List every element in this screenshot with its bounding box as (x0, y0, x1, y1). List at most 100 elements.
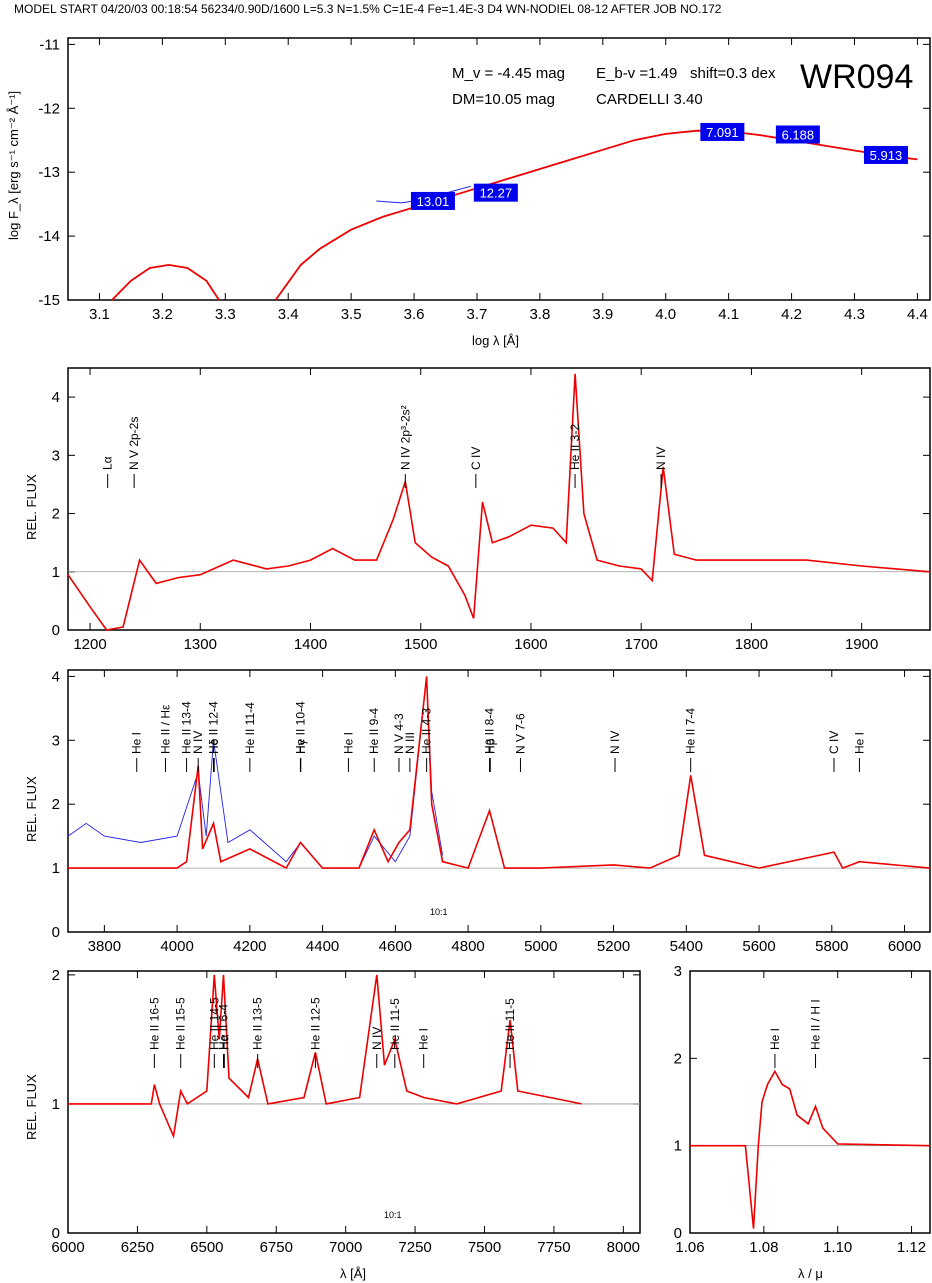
x-tick-label: 8000 (607, 1239, 640, 1256)
y-tick-label: 1 (52, 564, 60, 581)
sed-axis-ticks: 3.1 3.2 3.3 3.4 3.5 3.6 3.7 3.8 3.9 4.0 4.1 4.2 4.3 4… (38, 36, 930, 323)
line-id-label: He II 15-5 (174, 997, 188, 1050)
line-id-label: He II 12-4 (206, 701, 220, 754)
line-id-label: He II / H I (809, 999, 823, 1050)
x-tick-label: 7250 (398, 1239, 431, 1256)
sed-frame (67, 37, 931, 301)
y-tick-label: 1 (674, 1138, 682, 1155)
x-tick-label: 3.2 (152, 306, 173, 323)
y-tick-label: 2 (52, 506, 60, 523)
info-mv: M_v = -4.45 mag (452, 65, 565, 82)
uv-model-series (67, 373, 931, 631)
opt-model-series (68, 676, 931, 870)
ir-model-series (690, 1069, 931, 1229)
photometry-label: 6.188 (782, 127, 815, 142)
x-tick-label: 6500 (190, 1239, 223, 1256)
red-xlabel: λ [Å] (340, 1266, 366, 1281)
info-shift: shift=0.3 dex (690, 65, 776, 82)
info-dm: DM=10.05 mag (452, 91, 555, 108)
x-tick-label: 5600 (742, 938, 775, 955)
star-name: WR094 (800, 58, 913, 96)
x-tick-label: 3800 (88, 938, 121, 955)
uv-ylabel: REL. FLUX (24, 474, 39, 540)
x-tick-label: 1600 (514, 636, 547, 653)
y-tick-label: 2 (52, 796, 60, 813)
line-id-label: Hβ (483, 738, 497, 754)
x-tick-label: 7750 (537, 1239, 570, 1256)
sed-photometry: 13.01 12.27 7.091 6.188 5.913 (410, 122, 908, 210)
x-tick-label: 5400 (670, 938, 703, 955)
photometry-label: 5.913 (870, 148, 903, 163)
x-tick-label: 7500 (468, 1239, 501, 1256)
photometry-label: 7.091 (706, 125, 739, 140)
x-tick-label: 3.6 (404, 306, 425, 323)
x-tick-label: 4.1 (718, 306, 739, 323)
line-id-label: C IV (827, 731, 841, 754)
x-tick-label: 6750 (260, 1239, 293, 1256)
y-tick-label: 0 (52, 924, 60, 941)
sed-series (111, 263, 220, 301)
line-id-label: N V 2p-2s (127, 417, 141, 470)
run-header: MODEL START 04/20/03 00:18:54 56234/0.90… (14, 2, 722, 16)
x-tick-label: 5200 (597, 938, 630, 955)
red-curves (68, 974, 582, 1140)
red-axis-ticks: 6000 6250 6500 6750 7000 7250 7500 7750 8000 0 1 2 (51, 967, 640, 1256)
y-tick-label: 1 (52, 860, 60, 877)
x-tick-label: 1200 (73, 636, 106, 653)
line-id-label: N V 7-6 (513, 713, 527, 754)
x-tick-label: 6250 (121, 1239, 154, 1256)
y-tick-label: 1 (52, 1096, 60, 1113)
y-tick-label: 0 (52, 622, 60, 639)
x-tick-label: 4000 (160, 938, 193, 955)
x-tick-label: 3.9 (592, 306, 613, 323)
uv-curves (67, 373, 931, 631)
opt-inset-label: 10:1 (430, 907, 448, 917)
line-id-label: He II 11-5 (503, 998, 517, 1050)
opt-panel: REL. FLUX 10:1 3800 4000 4200 4400 4600 4800 5… (24, 668, 931, 955)
line-id-label: Hδ (207, 738, 221, 754)
line-id-label: N V 4-3 (392, 713, 406, 754)
x-tick-label: 7000 (329, 1239, 362, 1256)
x-tick-label: 1.06 (675, 1239, 704, 1256)
line-id-label: He II 6-4 (216, 1004, 230, 1050)
x-tick-label: 3.5 (341, 306, 362, 323)
line-id-label: Hγ (294, 739, 308, 754)
x-tick-label: 4600 (379, 938, 412, 955)
x-tick-label: 3.8 (529, 306, 550, 323)
x-tick-label: 4.4 (907, 306, 928, 323)
sed-curves (111, 129, 918, 301)
line-id-label: He II 16-5 (147, 997, 161, 1050)
opt-observed-series (67, 676, 444, 869)
red-line-ids: He II 16-5 He II 15-5 He II 14-5He II 6-4H… (147, 997, 517, 1068)
x-tick-label: 1900 (845, 636, 878, 653)
x-tick-label: 1300 (184, 636, 217, 653)
photometry-label: 13.01 (417, 194, 450, 209)
x-tick-label: 6000 (51, 1239, 84, 1256)
sed-xlabel: log λ [Å] (472, 333, 519, 348)
ir-line-ids: He I He II / H I (768, 999, 823, 1068)
x-tick-label: 5800 (815, 938, 848, 955)
line-id-label: He II 7-4 (684, 708, 698, 754)
sed-series (274, 129, 918, 301)
line-id-label: He I (341, 732, 355, 754)
x-tick-label: 1.12 (897, 1239, 926, 1256)
y-tick-label: 4 (52, 389, 60, 406)
line-id-label: N IV (370, 1027, 384, 1050)
line-id-label: He II 9-4 (367, 708, 381, 754)
line-id-label: Lα (101, 456, 115, 470)
photometry-box (410, 191, 455, 210)
x-tick-label: 1400 (294, 636, 327, 653)
line-id-label: He I (417, 1028, 431, 1050)
line-id-label: He II / Hε (158, 704, 172, 754)
line-id-label: N IV (191, 731, 205, 754)
line-id-label: C IV (469, 447, 483, 470)
ir-frame (689, 970, 931, 1234)
y-tick-label: 2 (674, 1050, 682, 1067)
photometry-box (775, 125, 820, 144)
y-tick-label: 3 (52, 732, 60, 749)
red-inset-label: 10:1 (384, 1210, 402, 1220)
line-id-label: He II 11-4 (243, 702, 257, 754)
y-tick-label: 3 (52, 447, 60, 464)
opt-axis-ticks: 3800 4000 4200 4400 4600 4800 5000 5200 5400 5600… (52, 668, 930, 955)
